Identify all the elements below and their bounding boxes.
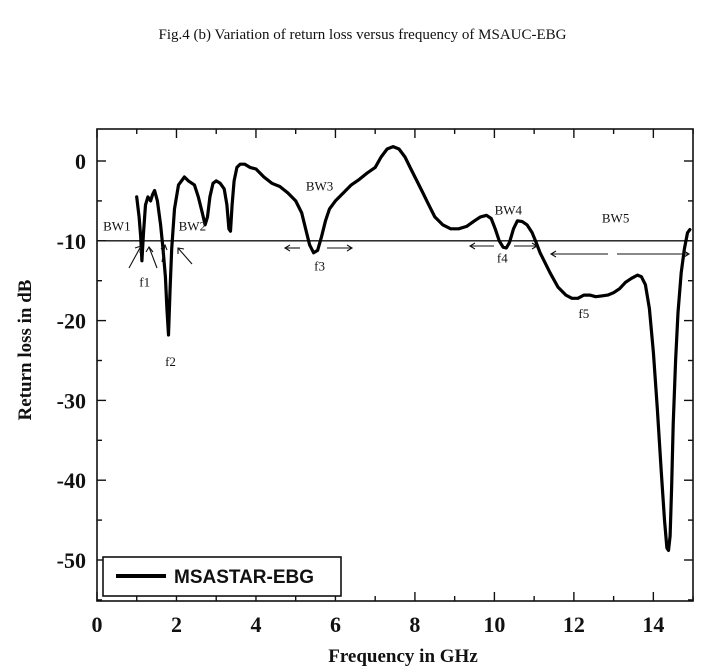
annotation-bw4: BW4 bbox=[495, 202, 523, 217]
plot-frame bbox=[96, 128, 694, 602]
annotation-bw2: BW2 bbox=[179, 218, 206, 233]
y-tick-label: -50 bbox=[57, 548, 86, 573]
y-tick-label: -20 bbox=[57, 309, 86, 334]
x-tick-label: 10 bbox=[483, 612, 505, 637]
series-line-msastar-ebg bbox=[135, 145, 692, 552]
x-axis-title: Frequency in GHz bbox=[328, 646, 478, 667]
x-tick-label: 0 bbox=[92, 612, 103, 637]
annotation-f5: f5 bbox=[578, 306, 589, 321]
annotation-bw1: BW1 bbox=[103, 218, 130, 233]
bandwidth-arrows bbox=[128, 242, 691, 269]
x-tick-label: 4 bbox=[250, 612, 261, 637]
y-tick-label: -10 bbox=[57, 229, 86, 254]
y-tick-label: -40 bbox=[57, 468, 86, 493]
annotation-f3: f3 bbox=[314, 258, 325, 273]
x-tick-label: 14 bbox=[642, 612, 664, 637]
legend: MSASTAR-EBG bbox=[102, 556, 342, 597]
legend-label: MSASTAR-EBG bbox=[174, 567, 314, 588]
annotation-bw3: BW3 bbox=[306, 179, 333, 194]
x-tick-label: 12 bbox=[563, 612, 585, 637]
annotation-f4: f4 bbox=[497, 250, 508, 265]
y-tick-labels: 0 -10 -20 -30 -40 -50 bbox=[57, 149, 86, 573]
x-tick-label: 2 bbox=[171, 612, 182, 637]
annotation-f1: f1 bbox=[139, 274, 150, 289]
y-axis-title: Return loss in dB bbox=[15, 279, 36, 420]
annotation-f2: f2 bbox=[165, 354, 176, 369]
x-tick-label: 8 bbox=[409, 612, 420, 637]
figure-caption: Fig.4 (b) Variation of return loss versu… bbox=[158, 27, 567, 43]
axis-ticks bbox=[96, 129, 694, 601]
y-tick-label: -30 bbox=[57, 388, 86, 413]
x-tick-label: 6 bbox=[330, 612, 341, 637]
x-tick-labels: 0 2 4 6 8 10 12 14 bbox=[92, 612, 665, 637]
annotation-bw5: BW5 bbox=[602, 210, 629, 225]
y-tick-label: 0 bbox=[75, 149, 86, 174]
